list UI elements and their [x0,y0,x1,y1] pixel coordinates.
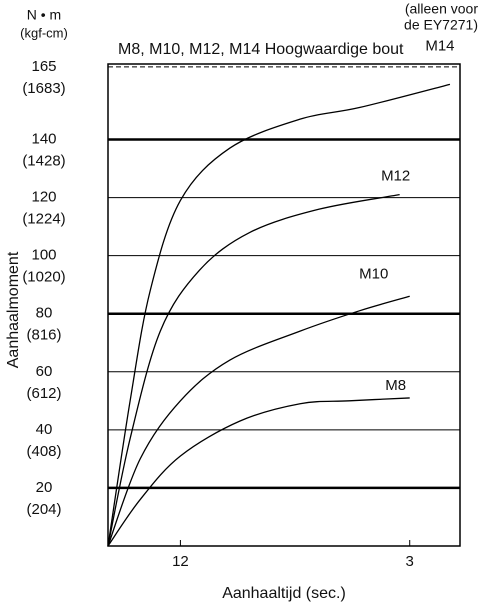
y-tick-secondary-label: (1428) [22,152,65,169]
y-tick-label: 100 [31,247,56,264]
y-axis-label: Aanhaalmoment [5,251,22,368]
y-tick-secondary-label: (408) [26,443,61,460]
y-tick-label: 165 [31,58,56,75]
y-tick-secondary-label: (1020) [22,269,65,286]
y-unit: (kgf-cm) [20,25,68,40]
series-label: M14 [425,37,454,54]
y-tick-label: 60 [36,363,53,380]
series-label: M8 [385,377,406,394]
y-tick-secondary-label: (816) [26,327,61,344]
chart-title: M8, M10, M12, M14 Hoogwaardige bout [118,41,404,58]
y-tick-label: 80 [36,305,53,322]
y-tick-label: 120 [31,189,56,206]
y-tick-label: 140 [31,130,56,147]
curve [107,295,410,547]
y-tick-secondary-label: (612) [26,385,61,402]
x-axis-label: Aanhaaltijd (sec.) [222,585,346,602]
curve [107,194,400,547]
y-tick-label: 20 [36,479,53,496]
note-line: de EY7271) [404,17,478,33]
y-tick-secondary-label: (1683) [22,80,65,97]
x-tick-label: 12 [172,553,189,570]
note-line: (alleen voor [405,1,478,17]
y-tick-label: 40 [36,421,53,438]
plot-frame [107,63,461,547]
curve [107,83,451,547]
y-tick-secondary-label: (204) [26,501,61,518]
curve [107,397,410,547]
series-label: M10 [359,265,388,282]
x-tick-label: 3 [406,553,414,570]
series-label: M12 [381,168,410,185]
y-tick-secondary-label: (1224) [22,211,65,228]
y-unit: N • m [27,7,61,23]
